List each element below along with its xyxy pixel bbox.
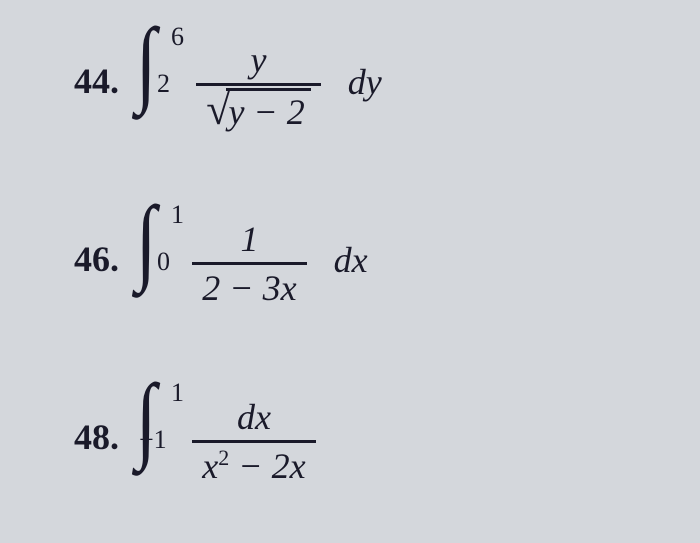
- lower-limit: −1: [139, 425, 167, 455]
- upper-limit: 1: [171, 200, 184, 230]
- numerator: dx: [227, 394, 281, 440]
- math-expr: ∫ 6 2 y √ y − 2 dy: [133, 28, 382, 135]
- fraction: 1 2 − 3x: [192, 216, 306, 311]
- integral-glyph: ∫: [136, 206, 157, 273]
- upper-limit: 6: [171, 22, 184, 52]
- problem-number: 44.: [74, 60, 119, 102]
- math-expr: ∫ 1 0 1 2 − 3x dx: [133, 206, 368, 311]
- integral-sign: ∫ 6 2: [133, 28, 157, 95]
- denominator-base: x: [202, 446, 218, 486]
- integral-sign: ∫ 1 0: [133, 206, 157, 273]
- radicand: y − 2: [226, 88, 310, 133]
- fraction: dx x2 − 2x: [192, 394, 315, 489]
- problem-number: 46.: [74, 238, 119, 280]
- problem-46: 46. ∫ 1 0 1 2 − 3x dx: [74, 206, 368, 311]
- fraction: y √ y − 2: [196, 37, 320, 135]
- differential: dx: [334, 240, 368, 280]
- denominator: 2 − 3x: [192, 265, 306, 311]
- lower-limit: 0: [157, 247, 170, 277]
- integral-glyph: ∫: [136, 28, 157, 95]
- numerator: 1: [230, 216, 268, 262]
- radical-sign: √: [206, 90, 230, 130]
- denominator: x2 − 2x: [192, 443, 315, 489]
- math-expr: ∫ 1 −1 dx x2 − 2x: [133, 384, 324, 489]
- denominator-exp: 2: [218, 445, 229, 470]
- integral-sign: ∫ 1 −1: [133, 384, 157, 451]
- sqrt: √ y − 2: [206, 88, 310, 133]
- problem-48: 48. ∫ 1 −1 dx x2 − 2x: [74, 384, 324, 489]
- differential: dy: [348, 62, 382, 102]
- page: 44. ∫ 6 2 y √ y − 2 dy 46.: [0, 0, 700, 543]
- denominator-rest: − 2x: [229, 446, 305, 486]
- lower-limit: 2: [157, 69, 170, 99]
- numerator: y: [241, 37, 277, 83]
- problem-44: 44. ∫ 6 2 y √ y − 2 dy: [74, 28, 382, 135]
- upper-limit: 1: [171, 378, 184, 408]
- problem-number: 48.: [74, 416, 119, 458]
- denominator: √ y − 2: [196, 86, 320, 135]
